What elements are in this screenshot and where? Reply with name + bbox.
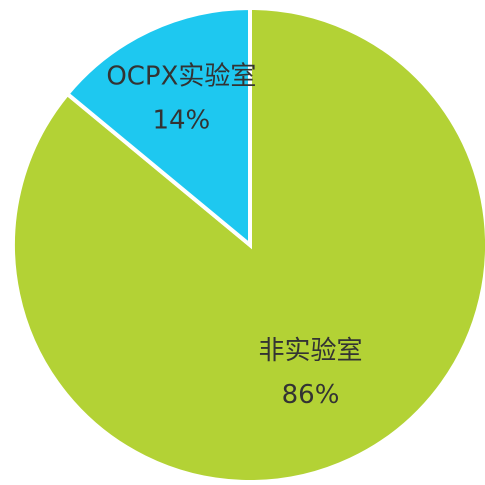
slice-value-label: 14% — [152, 106, 210, 136]
slice-label: 非实验室 — [259, 336, 363, 366]
slice-label: OCPX实验室 — [106, 62, 256, 92]
slice-value-label: 86% — [282, 380, 340, 410]
pie-slice — [64, 5, 252, 250]
